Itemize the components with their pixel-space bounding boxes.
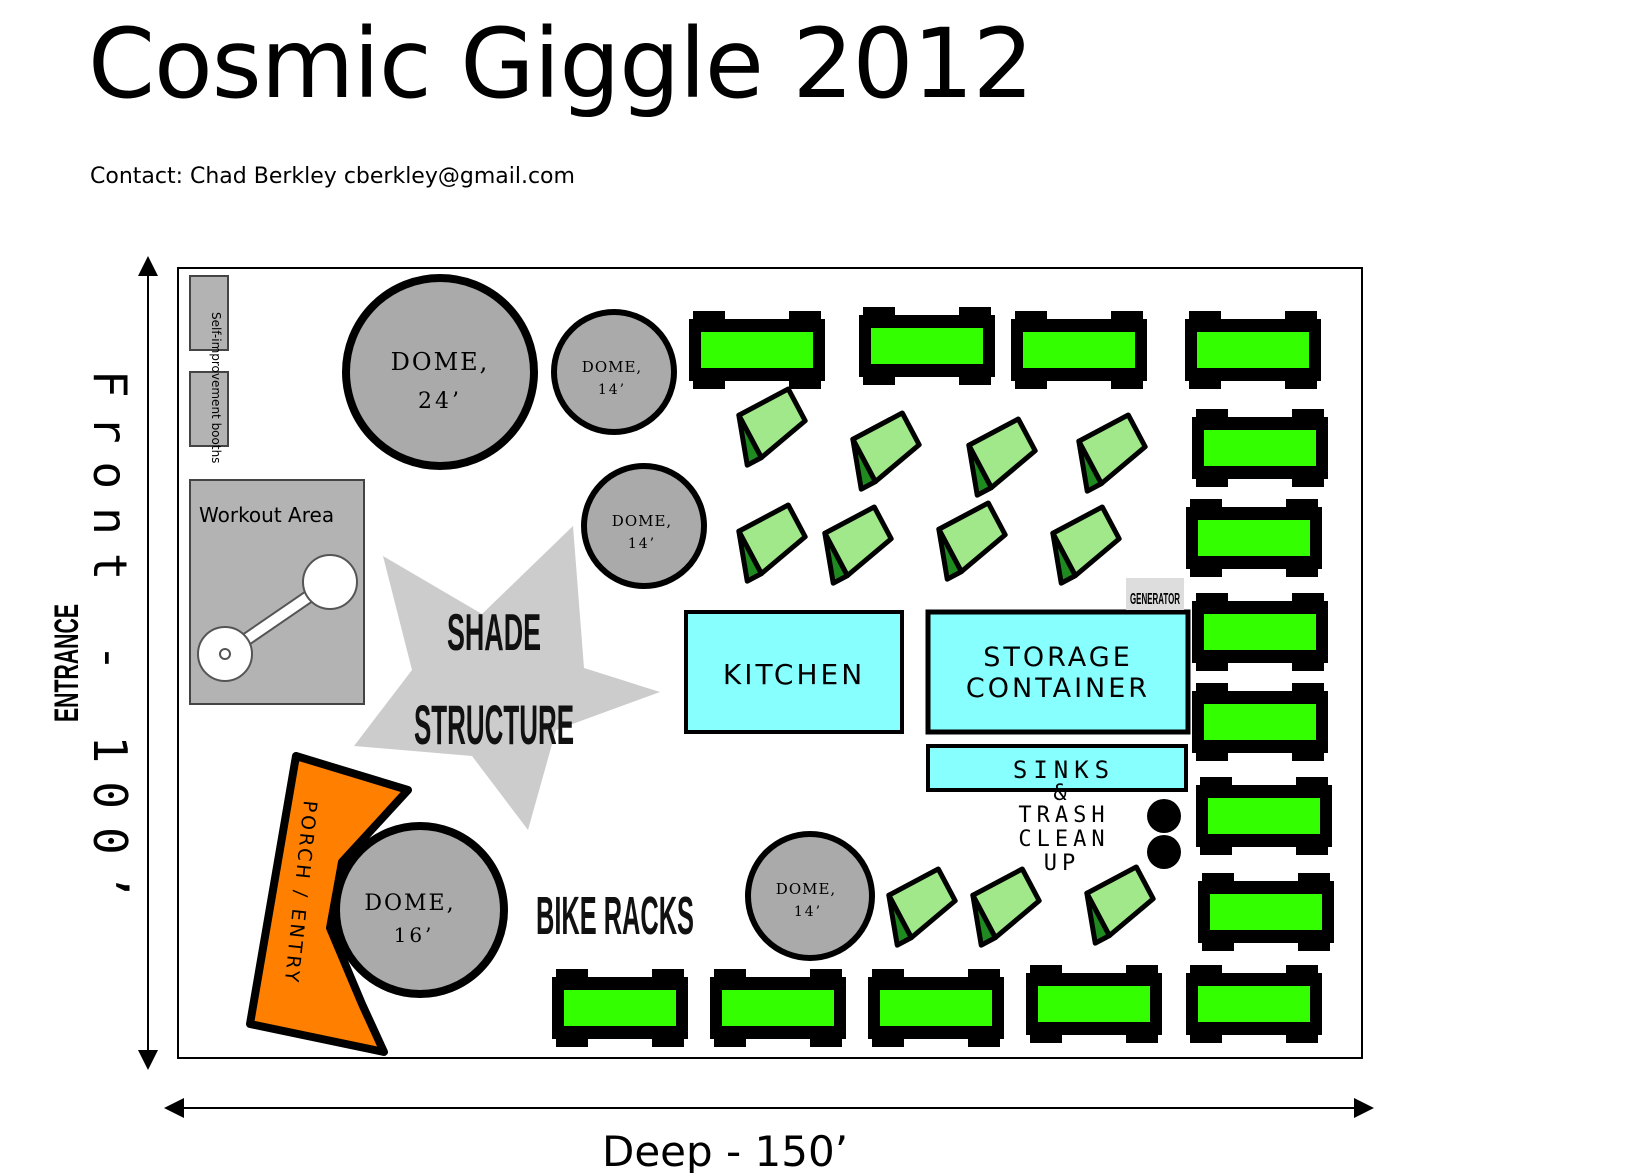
tents: [736, 386, 1156, 948]
page-title: Cosmic Giggle 2012: [88, 8, 1034, 120]
storage-container: STORAGE CONTAINER: [925, 609, 1191, 735]
vehicle: [1186, 499, 1322, 577]
deep-dimension-label: Deep - 150’: [602, 1127, 848, 1173]
trash-bin-icon: [1147, 799, 1181, 833]
vehicle: [1011, 311, 1147, 389]
dome-24: DOME, 24’: [342, 274, 538, 470]
vehicles: [552, 307, 1334, 1047]
generator: GENERATOR: [1126, 578, 1184, 610]
dome-24-label: DOME,: [391, 348, 490, 376]
self-improvement-booths: Self-improvement booths: [189, 275, 229, 463]
self-improvement-label: Self-improvement booths: [209, 312, 223, 463]
dome-16: DOME, 16’: [332, 822, 508, 998]
contact-line: Contact: Chad Berkley cberkley@gmail.com: [90, 164, 575, 189]
dome-14-middle: DOME, 14’: [581, 463, 707, 589]
tent: [886, 866, 958, 948]
dome-14-bottom-label: DOME,: [776, 880, 836, 898]
trash-bin-icon: [1147, 835, 1181, 869]
dome-16-size: 16’: [394, 923, 435, 947]
vehicle: [552, 969, 688, 1047]
dome-14-top-size: 14’: [598, 382, 626, 398]
bike-racks-label: BIKE RACKS: [536, 886, 694, 946]
porch-entry: PORCH / ENTRY: [246, 752, 412, 1056]
vehicle: [1026, 965, 1162, 1043]
tent: [1076, 412, 1148, 494]
dome-14-bottom-size: 14’: [794, 904, 822, 920]
vehicle: [1192, 683, 1328, 761]
dome-14-bottom: DOME, 14’: [745, 831, 875, 961]
dome-14-top: DOME, 14’: [551, 309, 677, 435]
trash-label-line1: &: [1053, 781, 1067, 806]
kitchen: KITCHEN: [684, 610, 904, 734]
front-dimension-label: Front - 100’: [83, 370, 137, 918]
vehicle: [1196, 777, 1332, 855]
workout-area: Workout Area: [189, 479, 365, 705]
vehicle: [868, 969, 1004, 1047]
dome-16-label: DOME,: [364, 891, 455, 916]
trash-label-line3: CLEAN: [1018, 827, 1109, 852]
vehicle: [1192, 593, 1328, 671]
dome-24-size: 24’: [418, 389, 462, 414]
tent: [822, 504, 894, 586]
dumbbell-icon: [197, 626, 253, 682]
vehicle: [1186, 965, 1322, 1043]
vehicle: [710, 969, 846, 1047]
trash-label-line4: UP: [1044, 851, 1081, 876]
workout-label: Workout Area: [199, 503, 334, 527]
kitchen-label: KITCHEN: [723, 658, 865, 691]
tent: [936, 500, 1008, 582]
tent: [736, 386, 808, 468]
entrance-label: ENTRANCE: [48, 604, 86, 722]
tent: [736, 502, 808, 584]
shade-label-line1: SHADE: [447, 604, 541, 662]
vehicle: [1192, 409, 1328, 487]
shade-label-line2: STRUCTURE: [414, 693, 574, 756]
tent: [1050, 504, 1122, 586]
shade-structure: SHADE STRUCTURE: [354, 526, 660, 830]
trash-label-line2: TRASH: [1018, 803, 1109, 828]
generator-label: GENERATOR: [1130, 591, 1180, 608]
vehicle: [1198, 873, 1334, 951]
vehicle: [689, 311, 825, 389]
sinks: SINKS: [926, 744, 1188, 792]
tent: [966, 416, 1038, 498]
vehicle: [1185, 311, 1321, 389]
dome-14-middle-label: DOME,: [612, 512, 672, 530]
sinks-label: SINKS: [1013, 756, 1115, 784]
tent: [970, 866, 1042, 948]
storage-label-line2: CONTAINER: [966, 673, 1150, 704]
dome-14-middle-size: 14’: [628, 536, 656, 552]
trash-cleanup: & TRASH CLEAN UP: [1018, 781, 1181, 876]
tent: [850, 410, 922, 492]
tent: [1084, 864, 1156, 946]
vehicle: [859, 307, 995, 385]
storage-label-line1: STORAGE: [983, 642, 1133, 673]
dome-14-top-label: DOME,: [582, 358, 642, 376]
